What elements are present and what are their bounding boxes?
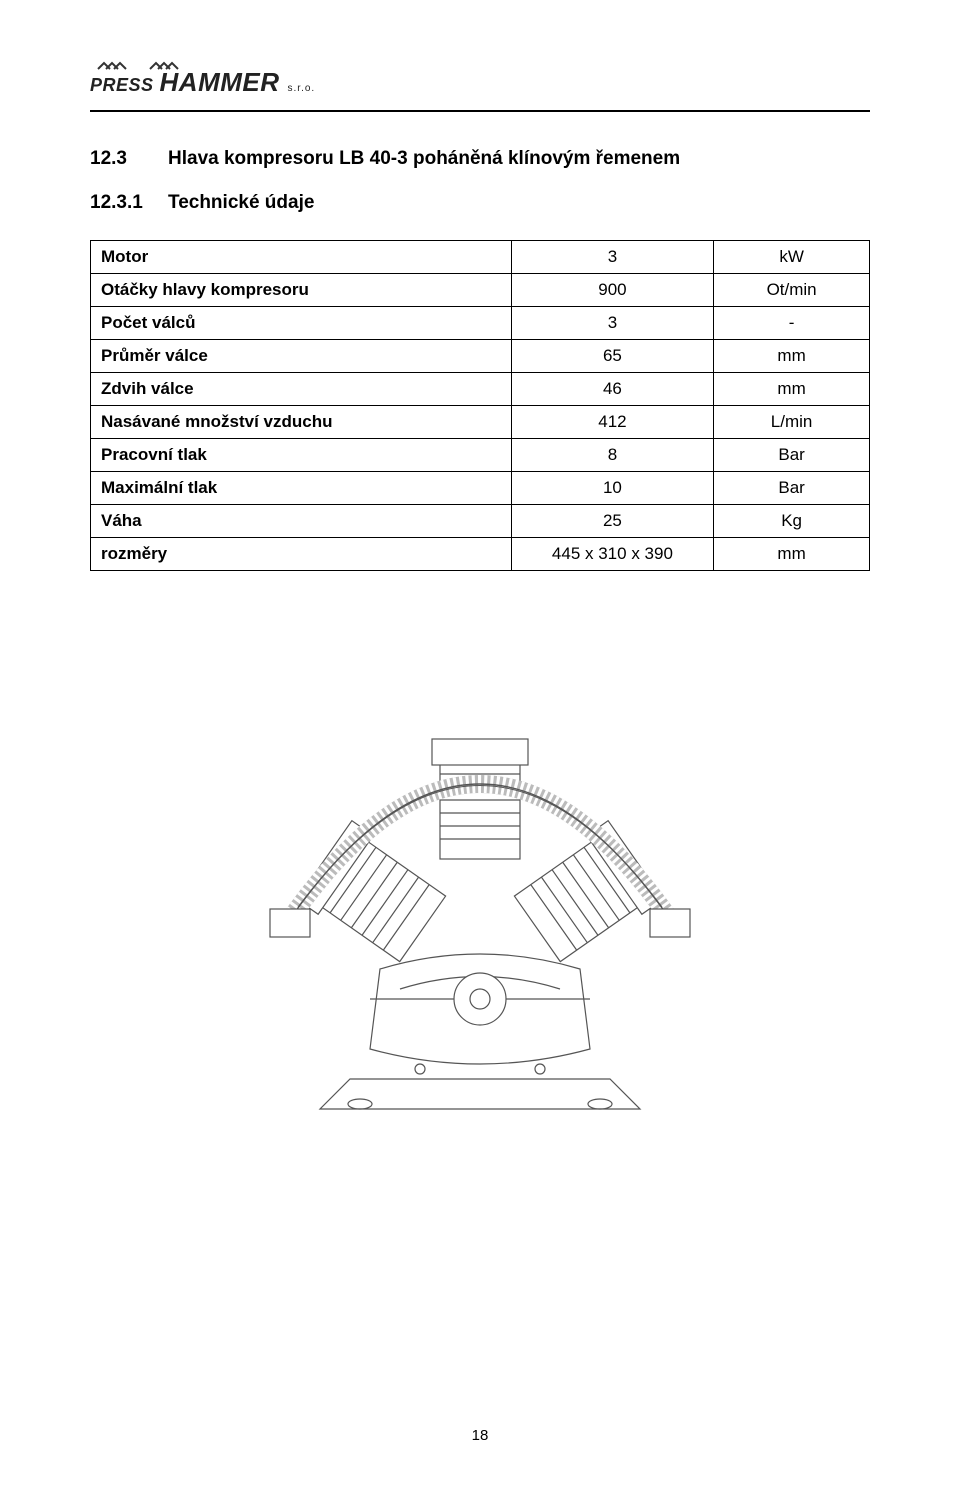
- spec-label: rozměry: [91, 538, 512, 571]
- section-title: Hlava kompresoru LB 40-3 poháněná klínov…: [168, 148, 680, 170]
- diagram-area: [90, 609, 870, 1149]
- header-rule: [90, 110, 870, 112]
- spec-unit: L/min: [714, 406, 870, 439]
- spec-label: Motor: [91, 241, 512, 274]
- table-row: Zdvih válce 46 mm: [91, 373, 870, 406]
- logo-text-press: PRESS: [90, 75, 154, 96]
- section-heading: 12.3 Hlava kompresoru LB 40-3 poháněná k…: [90, 148, 870, 170]
- table-row: Váha 25 Kg: [91, 505, 870, 538]
- spec-label: Otáčky hlavy kompresoru: [91, 274, 512, 307]
- spec-table: Motor 3 kW Otáčky hlavy kompresoru 900 O…: [90, 240, 870, 571]
- spec-value: 8: [511, 439, 714, 472]
- spec-value: 3: [511, 241, 714, 274]
- table-row: rozměry 445 x 310 x 390 mm: [91, 538, 870, 571]
- table-row: Pracovní tlak 8 Bar: [91, 439, 870, 472]
- spec-unit: mm: [714, 538, 870, 571]
- table-row: Průměr válce 65 mm: [91, 340, 870, 373]
- brand-logo: PRESS HAMMER s.r.o.: [90, 67, 315, 98]
- spec-label: Maximální tlak: [91, 472, 512, 505]
- logo-text-hammer: HAMMER: [160, 67, 280, 98]
- spec-label: Nasávané množství vzduchu: [91, 406, 512, 439]
- table-row: Maximální tlak 10 Bar: [91, 472, 870, 505]
- subsection-title: Technické údaje: [168, 192, 314, 214]
- spec-value: 412: [511, 406, 714, 439]
- spec-unit: kW: [714, 241, 870, 274]
- spec-value: 445 x 310 x 390: [511, 538, 714, 571]
- spec-unit: Bar: [714, 472, 870, 505]
- spec-value: 900: [511, 274, 714, 307]
- table-row: Motor 3 kW: [91, 241, 870, 274]
- compressor-diagram-icon: [170, 609, 790, 1149]
- subsection-number: 12.3.1: [90, 192, 168, 214]
- logo-text-sro: s.r.o.: [288, 83, 316, 94]
- section-number: 12.3: [90, 148, 168, 170]
- spec-label: Průměr válce: [91, 340, 512, 373]
- spec-value: 46: [511, 373, 714, 406]
- spec-unit: mm: [714, 340, 870, 373]
- spec-table-body: Motor 3 kW Otáčky hlavy kompresoru 900 O…: [91, 241, 870, 571]
- spec-value: 25: [511, 505, 714, 538]
- spec-unit: Bar: [714, 439, 870, 472]
- spec-label: Zdvih válce: [91, 373, 512, 406]
- spec-label: Pracovní tlak: [91, 439, 512, 472]
- page-header: PRESS HAMMER s.r.o.: [90, 60, 870, 104]
- spec-unit: mm: [714, 373, 870, 406]
- table-row: Počet válců 3 -: [91, 307, 870, 340]
- subsection-heading: 12.3.1 Technické údaje: [90, 192, 870, 214]
- table-row: Otáčky hlavy kompresoru 900 Ot/min: [91, 274, 870, 307]
- spec-value: 10: [511, 472, 714, 505]
- spec-label: Počet válců: [91, 307, 512, 340]
- spec-unit: -: [714, 307, 870, 340]
- spec-label: Váha: [91, 505, 512, 538]
- spec-unit: Ot/min: [714, 274, 870, 307]
- spec-value: 3: [511, 307, 714, 340]
- page: PRESS HAMMER s.r.o. 12.3 Hlava kompresor…: [0, 0, 960, 1504]
- page-number: 18: [0, 1427, 960, 1444]
- spec-value: 65: [511, 340, 714, 373]
- spec-unit: Kg: [714, 505, 870, 538]
- table-row: Nasávané množství vzduchu 412 L/min: [91, 406, 870, 439]
